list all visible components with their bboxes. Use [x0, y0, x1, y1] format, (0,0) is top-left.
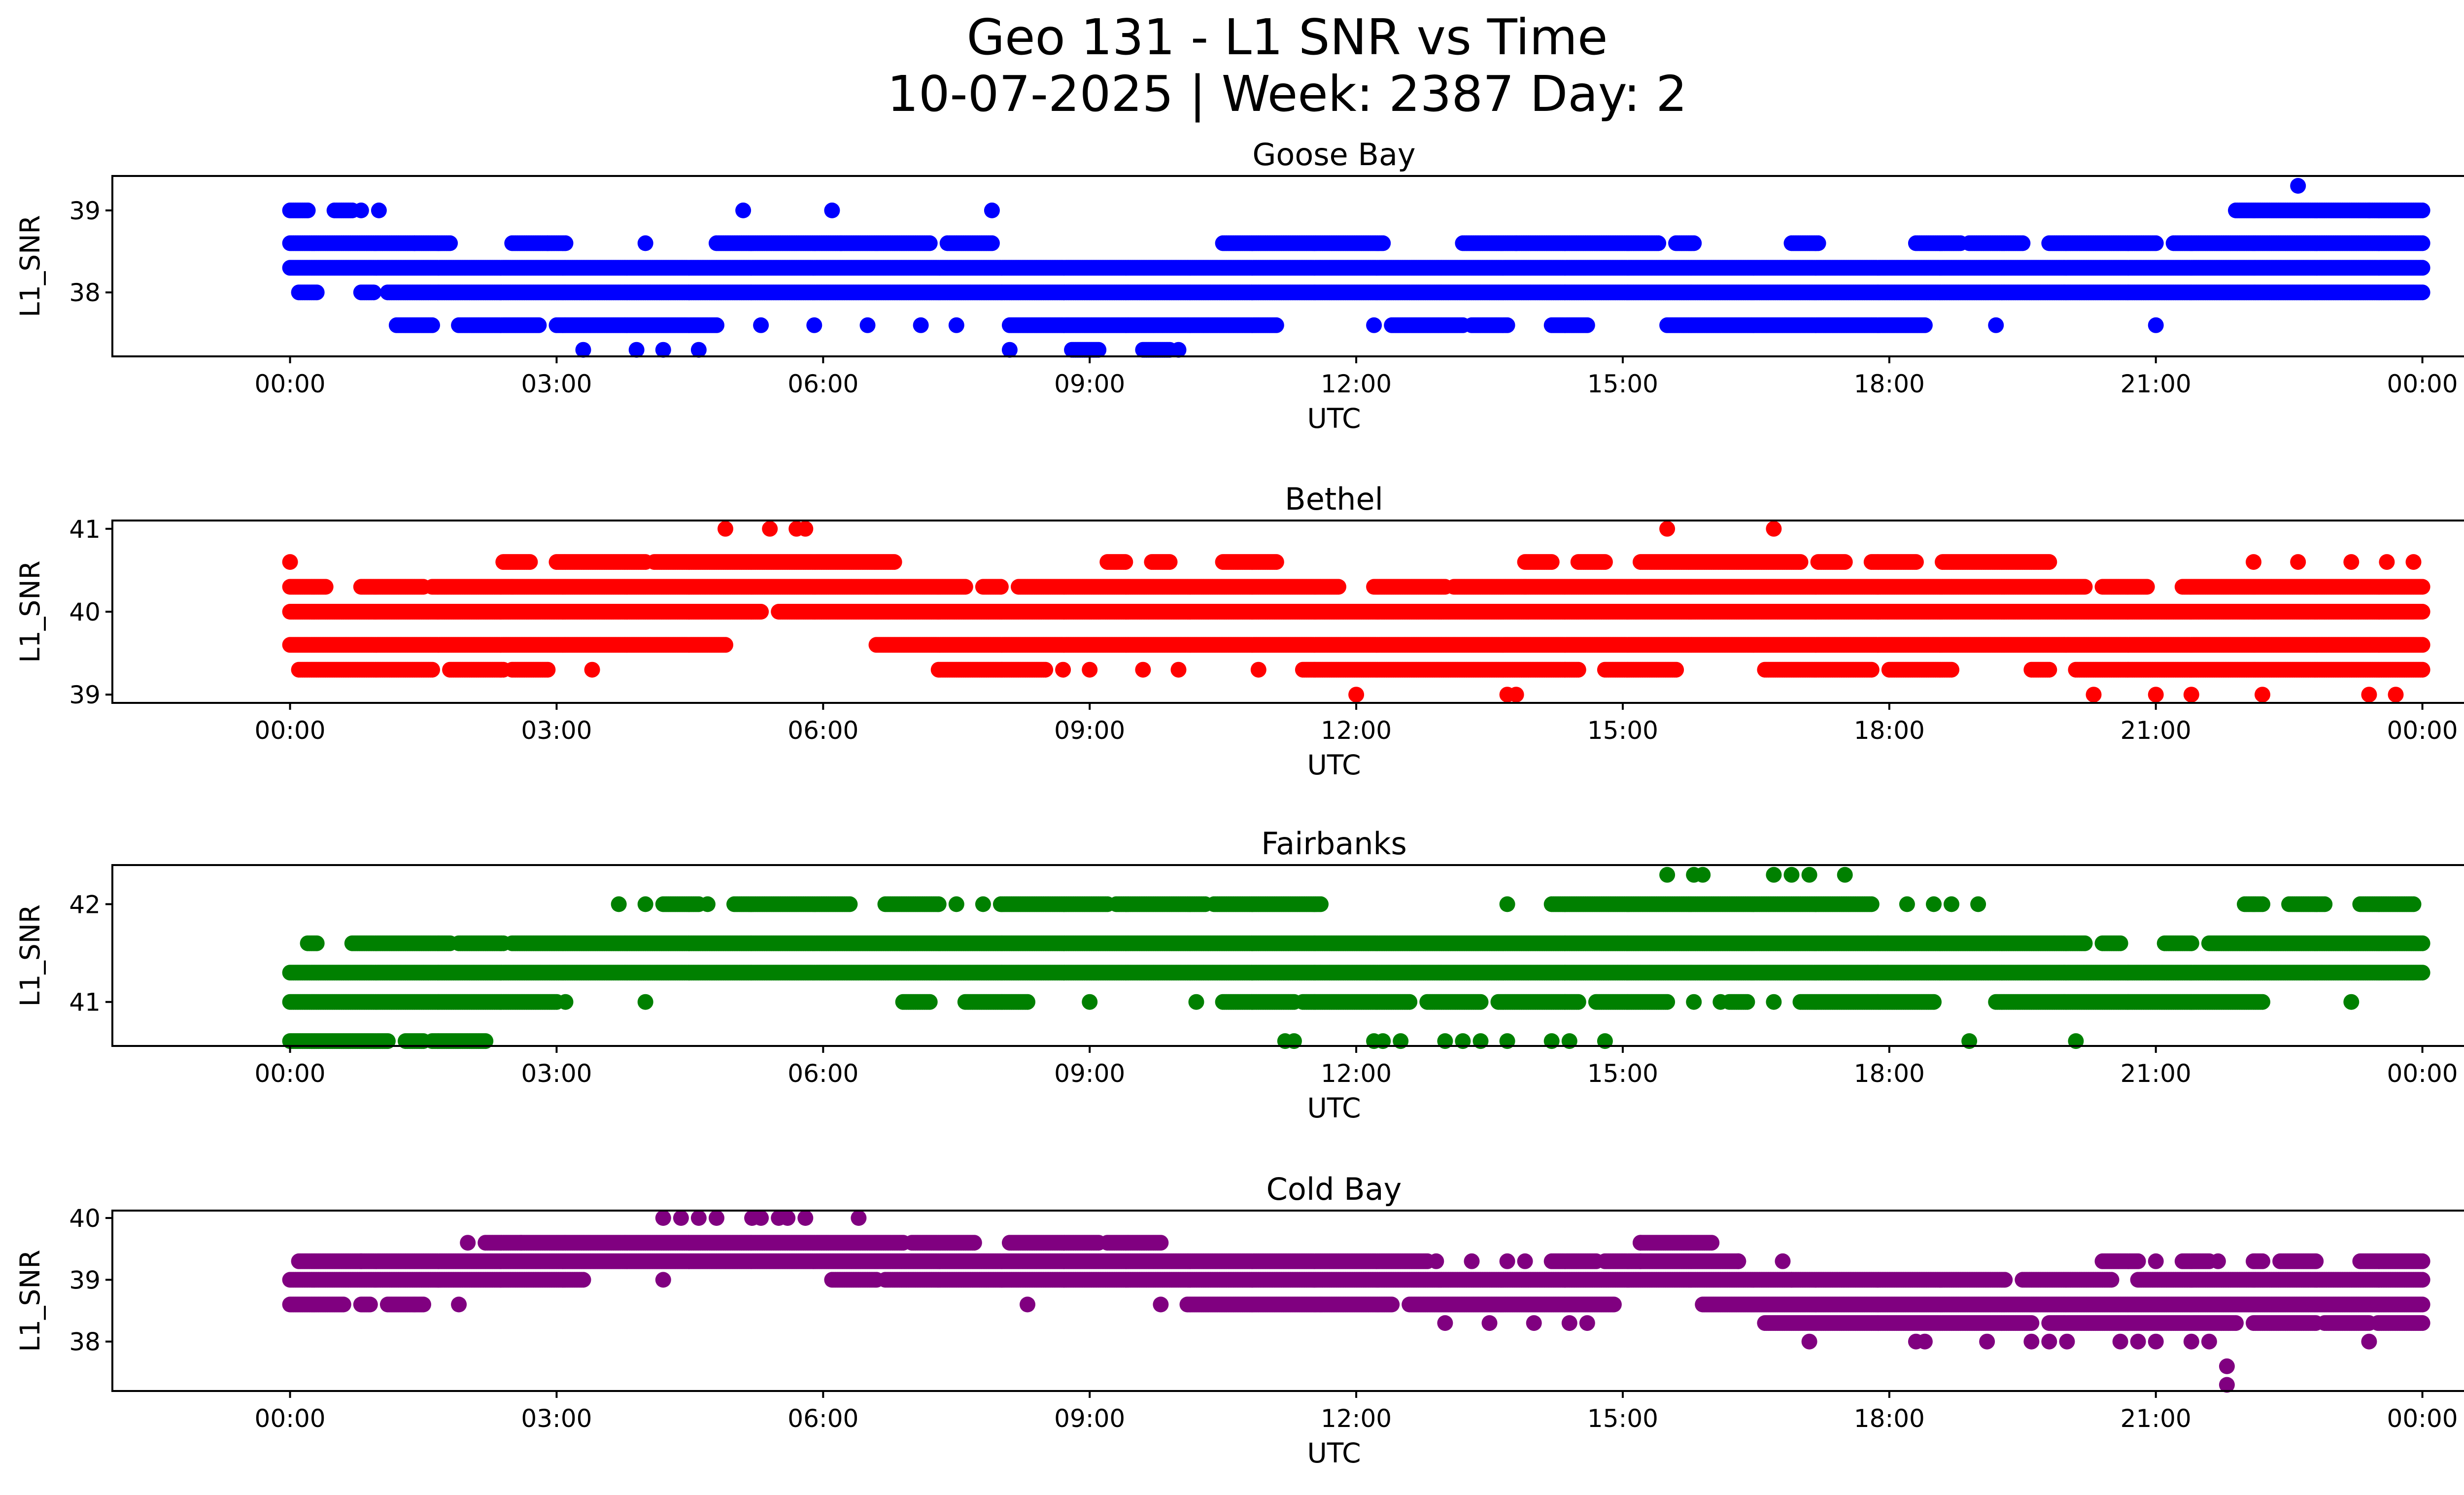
x-tick-label: 03:00 — [521, 370, 592, 398]
data-point — [1001, 342, 1018, 358]
subplots: Goose Bay 00:00 03:00 06:00 09:00 12:00 15:00 1… — [14, 137, 2464, 1469]
data-point — [753, 317, 769, 333]
data-point — [984, 202, 1000, 218]
y-tick-label: 39 — [69, 197, 101, 225]
data-point — [824, 202, 840, 218]
data-point — [637, 235, 653, 251]
x-tick-label: 18:00 — [1854, 370, 1925, 398]
x-tick-label: 00:00 — [2387, 370, 2458, 398]
data-point — [1091, 342, 1107, 358]
data-point — [948, 317, 964, 333]
data-point — [575, 342, 591, 358]
data-point — [2015, 235, 2031, 251]
data-point — [859, 317, 876, 333]
data-point — [628, 342, 645, 358]
data-point — [753, 604, 769, 620]
data-point — [1366, 317, 1382, 333]
data-point — [424, 317, 440, 333]
y-axis-label: L1_SNR — [14, 215, 46, 317]
data-point — [806, 317, 822, 333]
data-point — [1579, 317, 1595, 333]
data-point — [2414, 235, 2430, 251]
x-tick-label: 12:00 — [1321, 370, 1392, 398]
figure-title-line2: 10-07-2025 | Week: 2387 Day: 2 — [887, 65, 1687, 123]
x-axis-label: UTC — [1307, 403, 1361, 434]
data-point — [655, 342, 671, 358]
data-point — [557, 235, 574, 251]
data-point — [353, 202, 369, 218]
data-points — [282, 178, 2430, 358]
data-point — [2414, 284, 2430, 301]
data-point — [833, 235, 849, 251]
data-point — [1268, 317, 1284, 333]
data-point — [1650, 235, 1667, 251]
x-tick-label: 09:00 — [1054, 370, 1125, 398]
data-point — [2148, 317, 2164, 333]
data-point — [540, 235, 556, 251]
data-point — [308, 284, 325, 301]
data-point — [300, 202, 316, 218]
data-point — [913, 317, 929, 333]
x-tick-label: 00:00 — [255, 370, 326, 398]
data-point — [1686, 235, 1702, 251]
data-point — [735, 202, 752, 218]
data-point — [2290, 178, 2306, 194]
data-point — [371, 202, 387, 218]
data-point — [1988, 317, 2004, 333]
data-point — [709, 317, 724, 333]
x-tick-label: 21:00 — [2121, 370, 2191, 398]
data-point — [1810, 235, 1826, 251]
data-point — [1170, 342, 1187, 358]
figure-title-line1: Geo 131 - L1 SNR vs Time — [967, 8, 1608, 66]
data-point — [531, 317, 547, 333]
x-tick-label: 15:00 — [1587, 370, 1658, 398]
x-tick-label: 06:00 — [787, 370, 858, 398]
subplot-goose-bay: Goose Bay 00:00 03:00 06:00 09:00 12:00 15:00 1… — [14, 137, 2464, 434]
data-point — [984, 235, 1000, 251]
data-point — [1375, 235, 1391, 251]
subplot-title: Goose Bay — [1252, 137, 1415, 173]
data-point — [442, 235, 458, 251]
data-point — [1499, 317, 1515, 333]
data-point — [366, 284, 382, 301]
data-point — [2148, 235, 2164, 251]
y-tick-label: 38 — [69, 278, 101, 307]
data-point — [2414, 202, 2430, 218]
data-point — [2414, 260, 2430, 276]
data-point — [922, 235, 938, 251]
data-point — [1916, 317, 1933, 333]
data-point — [690, 342, 707, 358]
